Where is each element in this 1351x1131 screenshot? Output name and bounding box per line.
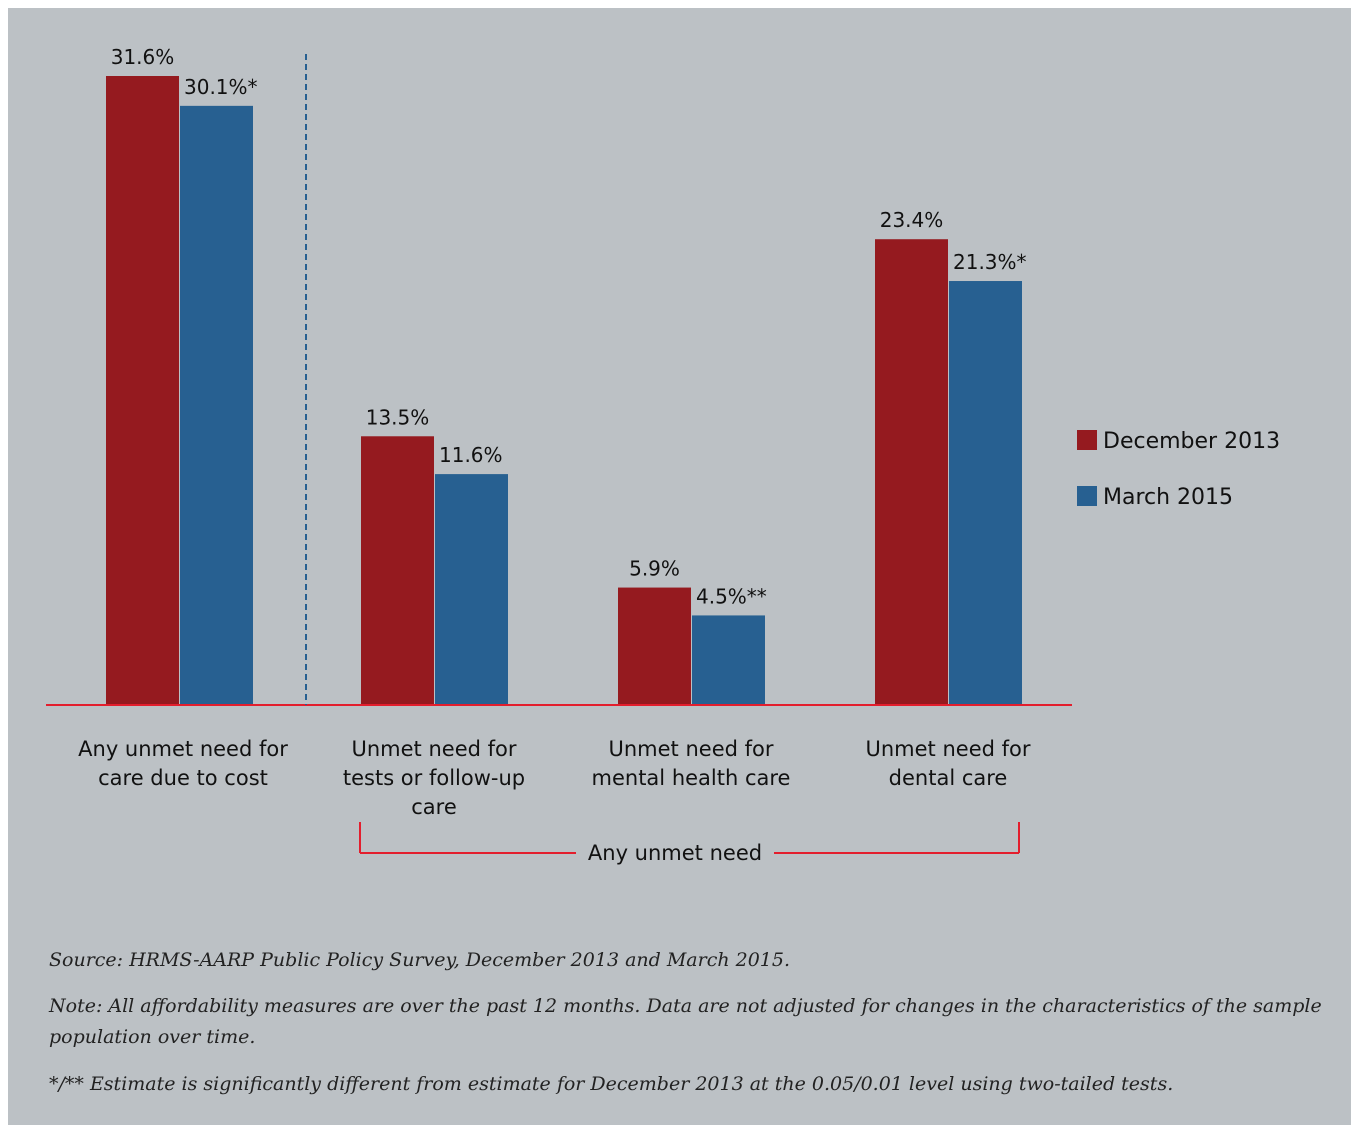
significance-note: */** Estimate is significantly different… [49,1073,1174,1095]
legend-label: March 2015 [1103,485,1233,510]
data-label: 30.1%* [184,75,258,99]
data-label: 5.9% [629,557,680,581]
data-label: 31.6% [111,45,175,69]
figure-panel: 31.6% 13.5% 5.9% 23.4% 30.1%* 11.6% 4.5%** 21.3… [8,8,1351,1125]
bar-mar-2015-1 [435,474,508,705]
category-label: Unmet need for [609,737,774,761]
category-label: tests or follow-up [343,766,525,790]
data-label: 11.6% [439,443,503,467]
bar-dec-2013-2 [618,587,691,705]
category-label: care [411,795,457,819]
legend-swatch [1077,486,1097,506]
bar-dec-2013-0 [106,76,179,705]
source-note: Source: HRMS-AARP Public Policy Survey, … [49,949,791,971]
data-label: 23.4% [880,208,944,232]
bar-dec-2013-3 [875,239,948,706]
bar-mar-2015-0 [180,105,253,705]
category-label: Unmet need for [866,737,1031,761]
bar-mar-2015-3 [949,281,1022,705]
category-label: care due to cost [98,766,268,790]
data-label: 21.3%* [953,250,1027,274]
category-label: mental health care [592,766,791,790]
legend-label: December 2013 [1103,429,1280,454]
data-label: 4.5%** [696,584,767,608]
category-label: Any unmet need for [78,737,288,761]
methodology-note: Note: All affordability measures are ove… [49,995,1322,1048]
bar-dec-2013-1 [361,436,434,705]
category-label: dental care [889,766,1008,790]
data-label: 13.5% [366,405,430,429]
legend-swatch [1077,430,1097,450]
category-label: Unmet need for [352,737,517,761]
bar-chart: 31.6% 13.5% 5.9% 23.4% 30.1%* 11.6% 4.5%** 21.3… [46,45,1280,865]
bar-mar-2015-2 [692,615,765,705]
group-label: Any unmet need [588,841,762,865]
